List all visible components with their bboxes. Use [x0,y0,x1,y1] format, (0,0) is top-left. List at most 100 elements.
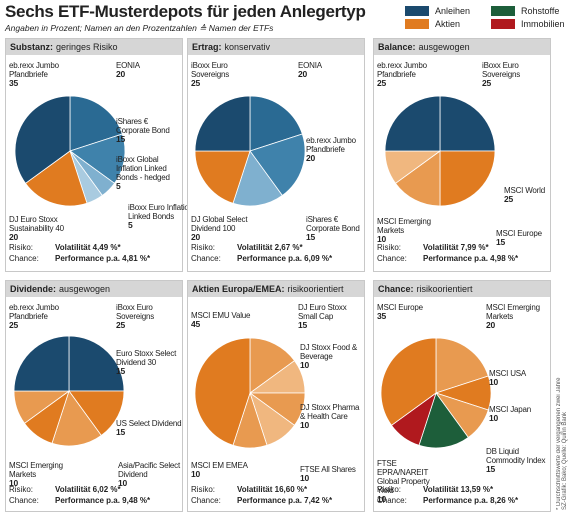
slice-name: MSCI Europe [377,303,423,312]
pie-slice [249,95,303,152]
metric-value: Volatilität 16,60 %* [237,485,308,494]
slice-value: 25 [482,78,492,88]
metric-value: Volatilität 13,59 %* [423,485,494,494]
panel-subtitle: risikoorientiert [287,284,344,294]
slice-label: MSCI World 25 [504,186,570,204]
slice-label: DB Liquid Commodity Index 15 [486,447,552,474]
slice-name: DJ Global Select Dividend 100 [191,215,248,233]
pie-slice [68,390,125,437]
pie-slice [249,133,306,197]
slice-name: DJ Euro Stoxx Sustainability 40 [9,215,64,233]
metric-label: Chance: [377,254,407,263]
slice-value: 20 [116,69,126,79]
legend-item: Aktien [405,17,491,30]
panel: Dividende: ausgewogen iBoxx Euro Sovereign… [5,280,183,512]
metric-label: Risiko: [191,243,216,252]
slice-label: FTSE EPRA/NAREIT Global Property Yield 10 [377,459,443,504]
metric-value: Performance p.a. 8,26 %* [423,496,519,505]
slice-value: 20 [298,69,308,79]
slice-label: DJ Stoxx Food & Beverage 10 [300,343,366,370]
slice-label: MSCI Europe 15 [496,229,562,247]
pie-slice [24,150,88,207]
pie-slice [69,133,126,184]
slice-name: Asia/Pacific Select Dividend [118,461,181,479]
metric-row: Risiko: Volatilität 7,99 %* [377,243,489,252]
panel-title: Substanz: [10,42,54,52]
slice-value: 20 [9,232,19,242]
slice-value: 20 [306,153,316,163]
metric-label: Risiko: [377,243,402,252]
pie-slice [13,335,70,392]
panel: Balance: ausgewogen iBoxx Euro Sovereigns 2… [373,38,551,272]
pie-slice [68,335,125,392]
metric-row: Risiko: Volatilität 2,67 %* [191,243,303,252]
metric-label: Risiko: [9,243,34,252]
slice-name: iBoxx Euro Inflation Linked Bonds [128,203,193,221]
slice-label: MSCI Emerging Markets 10 [377,217,443,244]
metric-row: Chance: Performance p.a. 6,09 %* [191,254,332,263]
slice-label: eb.rexx Jumbo Pfandbriefe 25 [377,61,443,88]
slice-value: 15 [116,427,126,437]
metric-row: Risiko: Volatilität 6,02 %* [9,485,121,494]
slice-name: EONIA [116,61,140,70]
slice-name: MSCI EM EMEA [191,461,248,470]
panel-title: Aktien Europa/EMEA: [192,284,285,294]
panel-header: Ertrag: konservativ [188,39,364,55]
slice-value: 35 [377,311,387,321]
pie-chart [13,335,125,447]
panel-subtitle: geringes Risiko [56,42,118,52]
slice-label: eb.rexx Jumbo Pfandbriefe 35 [9,61,75,88]
slice-value: 15 [116,366,126,376]
slice-value: 45 [191,319,201,329]
slice-value: 25 [191,78,201,88]
metric-value: Performance p.a. 4,81 %* [55,254,151,263]
metric-label: Risiko: [191,485,216,494]
slice-name: eb.rexx Jumbo Pfandbriefe [9,303,59,321]
panel-header: Dividende: ausgewogen [6,281,182,297]
pie-slice [380,337,437,426]
slice-value: 15 [298,320,308,330]
slice-value: 5 [116,181,121,191]
metric-row: Risiko: Volatilität 13,59 %* [377,485,493,494]
slice-value: 20 [486,320,496,330]
slice-label: Asia/Pacific Select Dividend 10 [118,461,184,488]
slice-value: 15 [496,237,506,247]
legend-item: Anleihen [405,4,491,17]
slice-name: MSCI USA [489,369,527,378]
slice-name: iShares € Corporate Bond [306,215,360,233]
slice-name: US Select Dividend [116,419,182,428]
slice-label: MSCI Emerging Markets 20 [486,303,552,330]
panel: Substanz: geringes Risiko EONIA 20 iShares €… [5,38,193,272]
metric-row: Risiko: Volatilität 4,49 %* [9,243,121,252]
pie-slice [51,390,102,447]
legend-swatch [405,5,429,16]
legend-label: Aktien [435,18,461,29]
legend-label: Immobilien [521,18,565,29]
slice-name: iBoxx Euro Sovereigns [116,303,155,321]
pie-chart [194,95,306,207]
slice-label: DJ Euro Stoxx Small Cap 15 [298,303,364,330]
side-notes: * Durchschnittswerte der vergangenen zwe… [556,300,568,510]
slice-value: 10 [377,494,387,504]
slice-name: MSCI Emerging Markets [377,217,431,235]
metric-label: Risiko: [377,485,402,494]
slice-name: FTSE EPRA/NAREIT Global Property Yield [377,459,430,495]
panel-title: Ertrag: [192,42,222,52]
legend-item: Rohstoffe [491,4,571,17]
slice-value: 15 [306,232,316,242]
slice-label: iBoxx Global Inflation Linked Bonds - he… [116,155,182,191]
slice-label: iBoxx Euro Sovereigns 25 [116,303,182,330]
slice-value: 10 [489,413,499,423]
legend-label: Rohstoffe [521,5,560,16]
slice-value: 10 [377,234,387,244]
slice-label: DJ Stoxx Pharma & Health Care 10 [300,403,366,430]
pie-slice [394,150,441,207]
panel-header: Chance: risikoorientiert [374,281,550,297]
panel: Chance: risikoorientiert MSCI Emerging Mar… [373,280,551,512]
metric-value: Volatilität 4,49 %* [55,243,121,252]
legend: Anleihen Aktien Rohstoffe Immobilien [405,4,571,30]
page-title: Sechs ETF-Musterdepots für jeden Anleger… [5,2,366,21]
metric-value: Volatilität 6,02 %* [55,485,121,494]
slice-label: DJ Euro Stoxx Sustainability 40 20 [9,215,75,242]
slice-value: 25 [116,320,126,330]
